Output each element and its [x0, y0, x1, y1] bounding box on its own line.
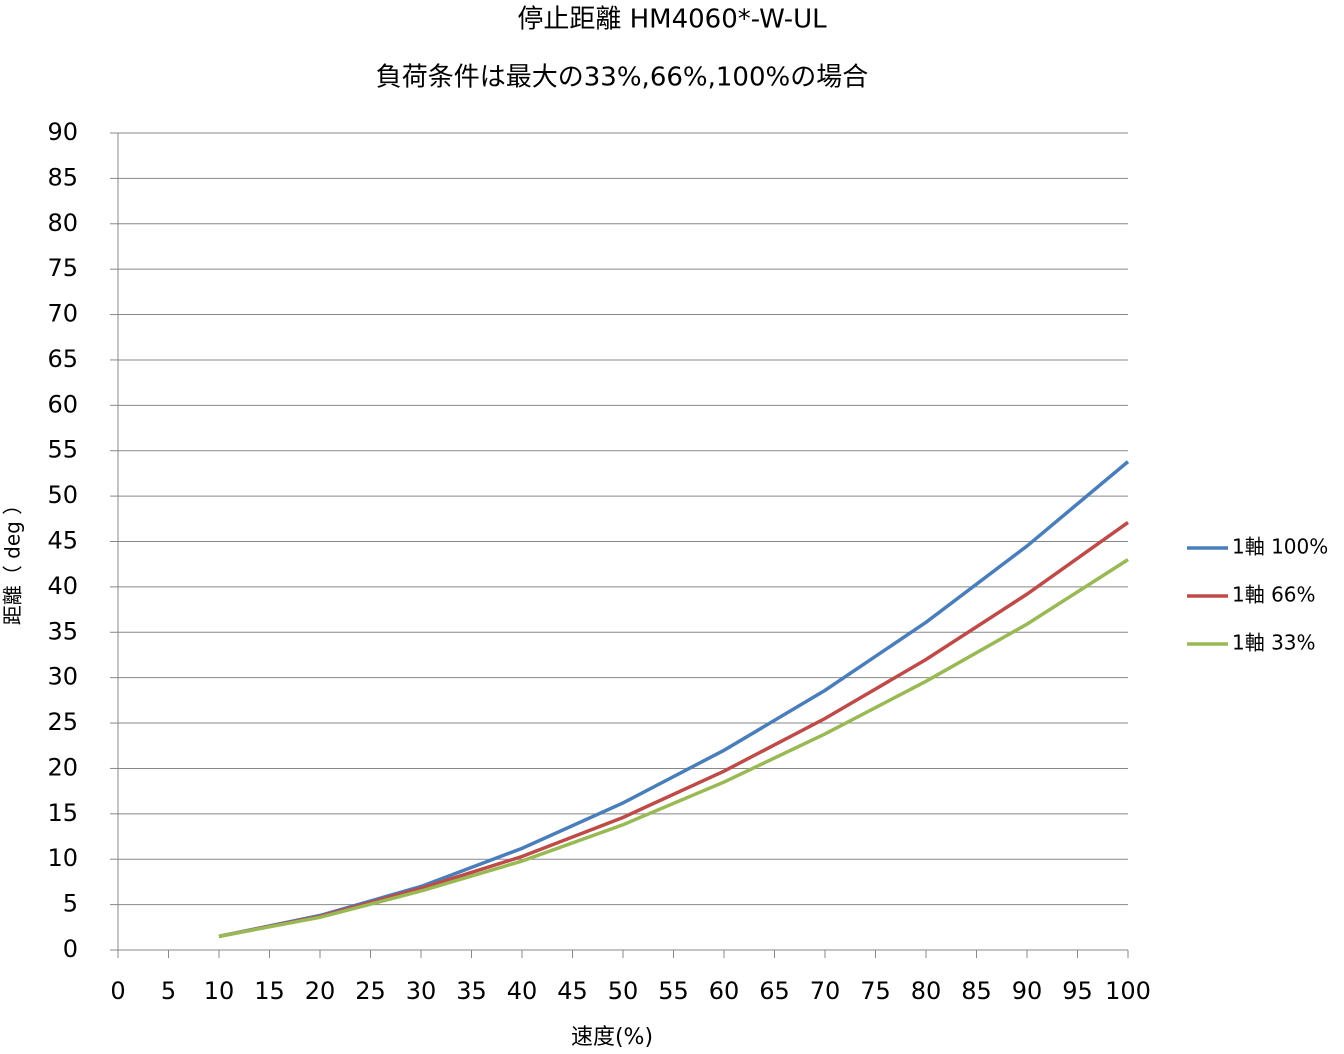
x-tick-label: 80 [911, 977, 942, 1005]
y-tick-label: 90 [47, 118, 78, 146]
x-tick-label: 0 [110, 977, 125, 1005]
y-tick-label: 50 [47, 481, 78, 509]
y-tick-label: 60 [47, 390, 78, 418]
y-tick-label: 25 [47, 708, 78, 736]
x-tick-label: 40 [507, 977, 538, 1005]
x-tick-label: 15 [254, 977, 285, 1005]
y-tick-label: 75 [47, 254, 78, 282]
legend-label: 1軸 33% [1232, 631, 1316, 655]
y-tick-label: 70 [47, 300, 78, 328]
y-tick-label: 10 [47, 844, 78, 872]
y-tick-label: 35 [47, 617, 78, 645]
x-tick-label: 50 [608, 977, 639, 1005]
y-tick-label: 20 [47, 753, 78, 781]
legend-label: 1軸 100% [1232, 535, 1328, 559]
x-tick-label: 35 [456, 977, 487, 1005]
y-tick-label: 0 [63, 935, 78, 963]
y-tick-label: 65 [47, 345, 78, 373]
series-line [218, 521, 1130, 939]
x-tick-label: 85 [961, 977, 992, 1005]
x-tick-label: 20 [305, 977, 336, 1005]
y-tick-label: 40 [47, 572, 78, 600]
y-tick-label: 80 [47, 209, 78, 237]
x-tick-label: 65 [759, 977, 790, 1005]
legend-label: 1軸 66% [1232, 583, 1316, 607]
chart-title: 停止距離 HM4060*-W-UL [517, 5, 827, 35]
y-tick-label: 15 [47, 799, 78, 827]
x-tick-label: 100 [1105, 977, 1151, 1005]
x-tick-label: 60 [709, 977, 740, 1005]
x-axis-label: 速度(%) [571, 1025, 653, 1050]
series-line [218, 558, 1129, 939]
x-tick-label: 70 [810, 977, 841, 1005]
y-axis-label: 距離（ deg ） [1, 495, 25, 625]
y-tick-label: 45 [47, 527, 78, 555]
x-tick-label: 95 [1062, 977, 1093, 1005]
x-tick-label: 5 [161, 977, 176, 1005]
x-tick-label: 25 [355, 977, 386, 1005]
y-tick-label: 5 [63, 890, 78, 918]
x-tick-label: 10 [204, 977, 235, 1005]
x-tick-label: 30 [406, 977, 437, 1005]
x-tick-label: 90 [1012, 977, 1043, 1005]
y-tick-label: 85 [47, 163, 78, 191]
y-tick-label: 30 [47, 663, 78, 691]
chart-subtitle: 負荷条件は最大の33%,66%,100%の場合 [376, 63, 868, 93]
x-tick-label: 45 [557, 977, 588, 1005]
series-line [218, 460, 1130, 939]
x-tick-label: 75 [860, 977, 891, 1005]
y-tick-label: 55 [47, 436, 78, 464]
x-tick-label: 55 [658, 977, 689, 1005]
